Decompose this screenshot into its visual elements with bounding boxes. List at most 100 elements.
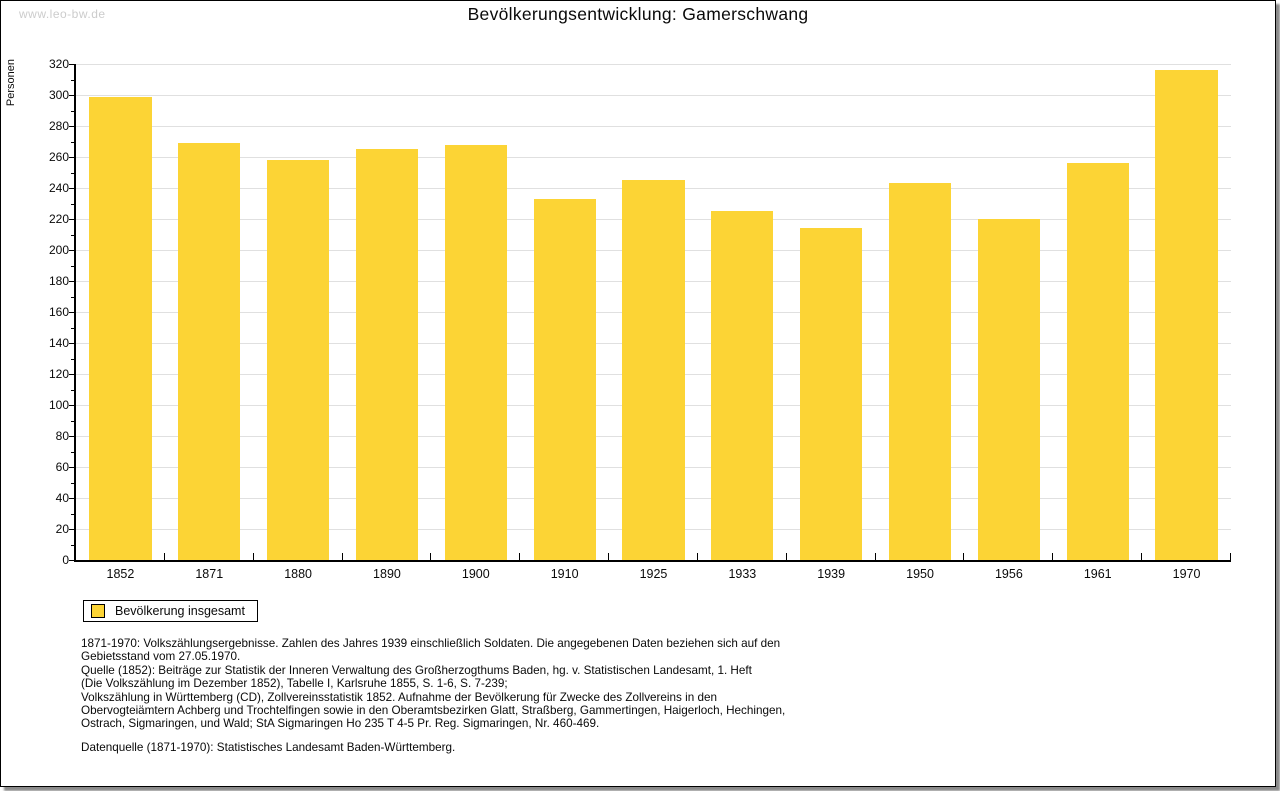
x-tick [519,553,521,560]
x-tick-label: 1852 [106,567,135,581]
bar-1890 [355,149,419,560]
gridline [76,126,1231,127]
y-minor-tick [71,110,75,112]
y-minor-tick [71,327,75,329]
bar-1956 [977,219,1040,560]
footnote-line: Volkszählung in Württemberg (CD), Zollve… [81,690,717,704]
y-minor-tick [71,420,75,422]
gridline [76,95,1231,96]
x-tick-label: 1956 [994,567,1023,581]
y-minor-tick [71,172,75,174]
datasource-line: Datenquelle (1871-1970): Statistisches L… [81,741,456,754]
bar-1925 [622,180,685,560]
y-minor-tick [71,296,75,298]
y-minor-tick [71,358,75,360]
y-tick [69,467,75,468]
y-tick-label: 120 [48,367,69,381]
bar-1933 [711,211,774,560]
x-tick-label: 1900 [461,567,490,581]
y-minor-tick [71,389,75,391]
footnote-line: Obervogteiämtern Achberg und Trochtelfin… [81,704,786,718]
y-tick-label: 100 [48,398,69,412]
y-tick-label: 40 [55,491,69,505]
y-tick-label: 180 [48,274,69,288]
y-tick-label: 200 [48,243,69,257]
x-tick-label: 1925 [639,567,668,581]
y-tick [69,436,75,437]
x-tick [430,553,432,560]
bar-1939 [800,228,863,560]
bar-1880 [267,160,330,560]
x-tick [696,553,698,560]
y-axis-line [74,64,76,562]
bar-1852 [89,96,152,560]
legend-swatch-icon [91,604,105,618]
footnote-line: Ostrach, Sigmaringen, und Wald; StA Sigm… [81,717,600,731]
bar-1871 [178,143,241,560]
y-tick [69,219,75,220]
x-tick-label: 1950 [906,567,934,581]
y-axis-title: Personen [5,59,17,107]
legend: Bevölkerung insgesamt [83,600,258,622]
y-tick [69,374,75,375]
y-tick [69,188,75,189]
y-tick [69,343,75,344]
x-tick-label: 1961 [1083,567,1112,581]
y-tick-label: 320 [48,57,69,71]
y-minor-tick [71,203,75,205]
y-tick-label: 260 [48,150,69,164]
x-tick [608,553,610,560]
y-tick [69,312,75,313]
footnotes: 1871-1970: Volkszählungsergebnisse. Zahl… [81,637,785,731]
y-tick [69,250,75,251]
y-minor-tick [71,513,75,515]
bar-1970 [1155,70,1218,560]
y-minor-tick [71,265,75,267]
x-tick [163,553,165,560]
x-tick-label: 1880 [284,567,313,581]
y-tick [69,498,75,499]
footnote-line: Gebietsstand vom 27.05.1970. [81,650,241,664]
bar-1950 [888,183,952,560]
footnote-line: Quelle (1852): Beiträge zur Statistik de… [81,663,752,677]
y-minor-tick [71,482,75,484]
x-axis-line [74,560,1231,562]
y-tick [69,126,75,127]
x-tick [963,553,965,560]
bar-1961 [1066,163,1129,560]
y-tick-label: 300 [48,88,69,102]
legend-label: Bevölkerung insgesamt [115,604,245,618]
x-tick-label: 1939 [817,567,846,581]
gridline [76,157,1231,158]
bar-1910 [533,198,596,560]
x-tick [785,553,787,560]
x-tick [874,553,876,560]
x-tick-label: 1871 [195,567,224,581]
x-tick-label: 1970 [1172,567,1201,581]
x-tick [252,553,254,560]
gridline [76,64,1231,65]
y-minor-tick [71,141,75,143]
y-tick [69,529,75,530]
x-tick-label: 1910 [550,567,579,581]
y-tick-label: 140 [48,336,69,350]
y-minor-tick [71,544,75,546]
footnote-line: 1871-1970: Volkszählungsergebnisse. Zahl… [81,637,781,650]
y-tick [69,95,75,96]
y-tick-label: 80 [55,429,69,443]
x-tick [341,553,343,560]
y-tick [69,157,75,158]
bar-1900 [444,144,507,560]
footnote-line: (Die Volkszählung im Dezember 1852), Tab… [81,677,508,691]
x-tick [1230,553,1231,560]
page-title: Bevölkerungsentwicklung: Gamerschwang [467,4,809,24]
y-tick [69,281,75,282]
y-tick [69,405,75,406]
y-tick-label: 0 [62,553,69,567]
y-minor-tick [71,234,75,236]
x-tick-label: 1933 [728,567,757,581]
watermark: www.leo-bw.de [19,7,106,21]
x-tick [1052,553,1054,560]
y-tick [69,64,75,65]
